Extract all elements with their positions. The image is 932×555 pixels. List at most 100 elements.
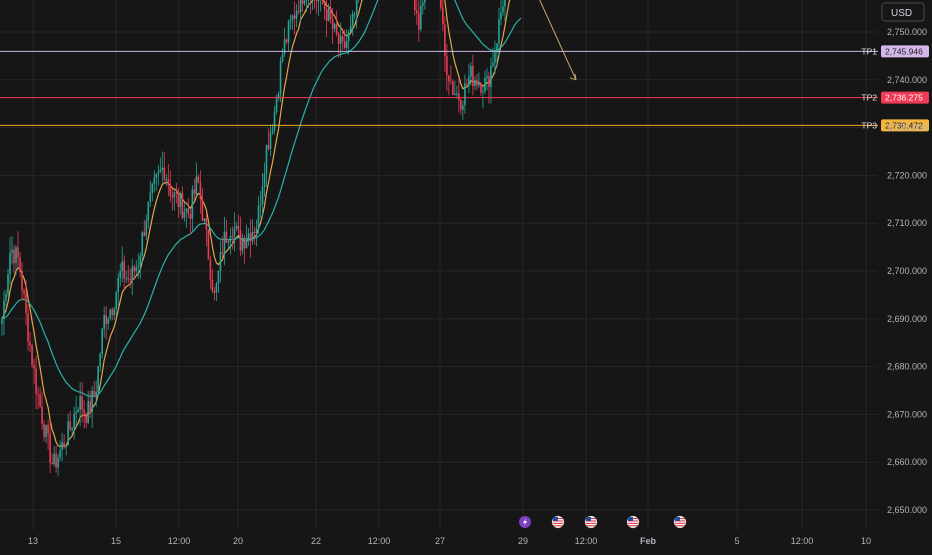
candle bbox=[143, 219, 146, 237]
level-tp3[interactable]: TP3 2,730.472 bbox=[0, 119, 929, 132]
candle bbox=[141, 230, 144, 264]
candle bbox=[53, 445, 55, 467]
candle bbox=[91, 385, 93, 428]
candle bbox=[137, 253, 140, 279]
candle bbox=[211, 269, 214, 294]
candle bbox=[329, 0, 332, 24]
candle bbox=[297, 0, 300, 15]
candle bbox=[83, 400, 85, 429]
price-tick-label: 2,650.000 bbox=[887, 505, 927, 515]
candle bbox=[349, 14, 352, 33]
level-tp1[interactable]: TP1 2,745.946 bbox=[0, 45, 929, 58]
candle bbox=[135, 260, 138, 276]
candle bbox=[502, 0, 504, 17]
currency-button[interactable]: USD bbox=[881, 2, 925, 22]
candle bbox=[215, 281, 218, 301]
candle bbox=[444, 16, 446, 72]
candle bbox=[355, 0, 358, 29]
candle bbox=[173, 189, 176, 211]
candle bbox=[269, 124, 272, 157]
candle bbox=[496, 42, 498, 68]
candle bbox=[287, 19, 290, 53]
candle bbox=[249, 219, 252, 258]
time-tick-label: 12:00 bbox=[368, 536, 391, 546]
us-flag-icon[interactable] bbox=[673, 515, 687, 529]
candle bbox=[69, 411, 71, 432]
time-axis[interactable]: 13 15 12:00 20 22 12:00 27 29 12:00 Feb 5 12:00 10 bbox=[28, 536, 871, 546]
candle bbox=[353, 11, 356, 20]
candle bbox=[440, 0, 442, 11]
candle bbox=[113, 307, 116, 321]
price-tick-label: 2,700.000 bbox=[887, 266, 927, 276]
candle bbox=[415, 0, 418, 26]
candle bbox=[13, 244, 15, 273]
candle bbox=[159, 157, 162, 174]
us-flag-icon[interactable] bbox=[626, 515, 640, 529]
projection-line bbox=[539, 0, 577, 81]
candle bbox=[177, 187, 180, 218]
time-tick-label: 15 bbox=[111, 536, 121, 546]
event-markers bbox=[519, 515, 687, 529]
us-flag-icon[interactable] bbox=[551, 515, 565, 529]
candle bbox=[327, 3, 330, 22]
price-axis[interactable]: 2,650.000 2,660.000 2,670.000 2,680.000 2,69… bbox=[887, 0, 927, 515]
time-tick-label: 29 bbox=[518, 536, 528, 546]
candle bbox=[151, 182, 154, 202]
time-tick-label: 12:00 bbox=[791, 536, 814, 546]
candle bbox=[199, 170, 202, 214]
candle bbox=[267, 128, 270, 151]
candle bbox=[460, 98, 462, 115]
candle bbox=[413, 0, 416, 16]
candle bbox=[283, 27, 286, 57]
candle bbox=[147, 201, 150, 229]
candle bbox=[293, 1, 296, 35]
candle bbox=[77, 406, 79, 413]
level-price-label: 2,745.946 bbox=[885, 46, 923, 56]
time-tick-label: 12:00 bbox=[168, 536, 191, 546]
candle bbox=[87, 390, 89, 424]
candle bbox=[263, 162, 266, 197]
candle bbox=[219, 240, 222, 283]
candle bbox=[337, 32, 340, 58]
candle bbox=[183, 202, 186, 222]
candle bbox=[456, 85, 458, 99]
candle bbox=[312, 0, 313, 11]
candle bbox=[273, 105, 276, 135]
arrow-head-icon bbox=[569, 73, 577, 81]
time-tick-label: Feb bbox=[640, 536, 657, 546]
candle bbox=[448, 74, 450, 96]
candle bbox=[480, 82, 482, 96]
candle bbox=[15, 245, 17, 275]
currency-label: USD bbox=[891, 8, 912, 19]
candle bbox=[157, 164, 160, 186]
candle bbox=[169, 170, 172, 203]
candle bbox=[119, 263, 122, 287]
us-flag-icon[interactable] bbox=[584, 515, 598, 529]
lightning-icon[interactable] bbox=[519, 516, 531, 528]
candle bbox=[277, 91, 280, 102]
level-tag: TP3 bbox=[861, 120, 877, 130]
price-tick-label: 2,710.000 bbox=[887, 218, 927, 228]
candle bbox=[179, 191, 182, 215]
candle bbox=[21, 262, 23, 300]
candle bbox=[271, 124, 274, 135]
price-tick-label: 2,720.000 bbox=[887, 170, 927, 180]
time-tick-label: 22 bbox=[311, 536, 321, 546]
candle bbox=[139, 252, 142, 279]
candle bbox=[490, 57, 492, 104]
candle bbox=[1, 316, 3, 336]
candle bbox=[289, 14, 292, 30]
candle bbox=[452, 79, 454, 96]
candle bbox=[31, 343, 33, 368]
level-tp2[interactable]: TP2 2,736.275 bbox=[0, 91, 929, 104]
candle bbox=[41, 391, 43, 430]
candle bbox=[57, 453, 59, 477]
candle bbox=[424, 0, 426, 10]
candle bbox=[171, 188, 174, 211]
candle bbox=[464, 74, 466, 114]
candle bbox=[149, 180, 152, 208]
candle bbox=[107, 316, 110, 330]
candle bbox=[165, 173, 168, 186]
